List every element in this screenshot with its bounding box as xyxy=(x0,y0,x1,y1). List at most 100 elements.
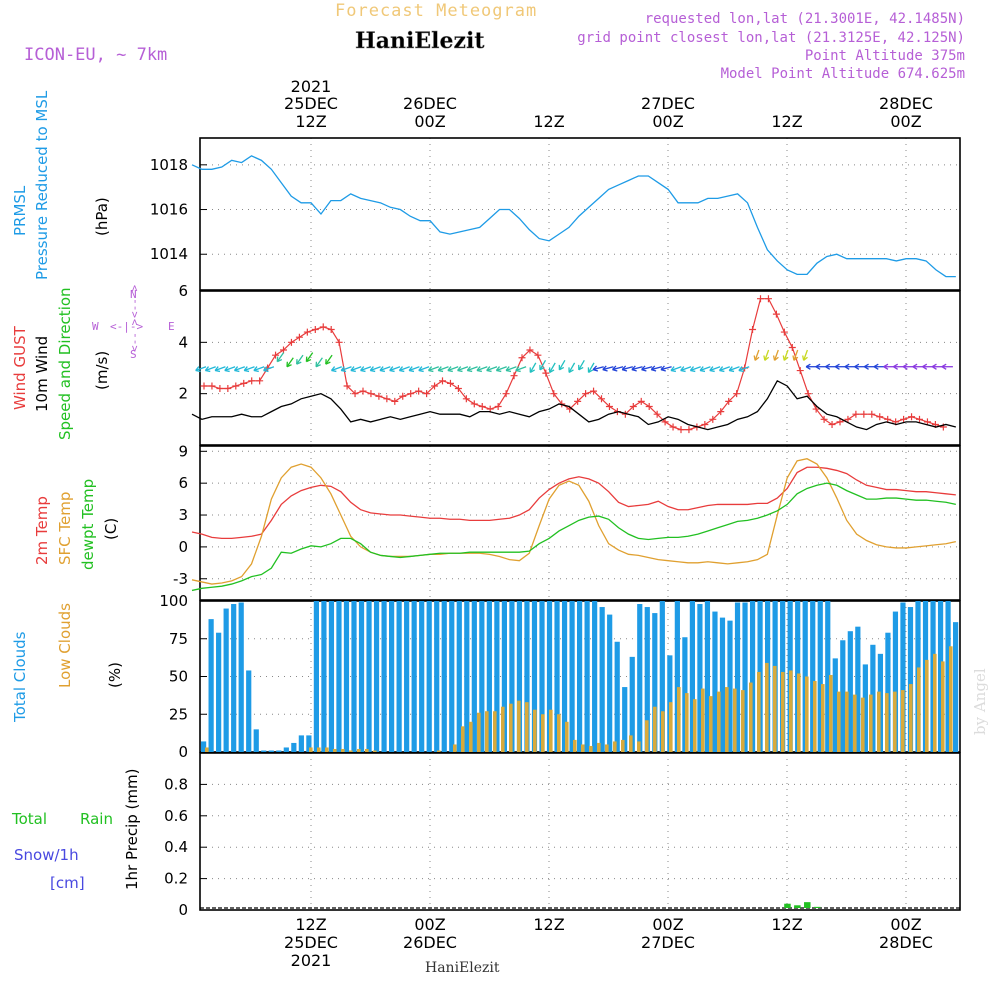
total-cloud-bar xyxy=(208,619,214,752)
y-tick-label: 1018 xyxy=(150,156,188,174)
total-cloud-bar xyxy=(907,607,914,752)
wind-dir-arrowhead xyxy=(330,366,337,373)
wind-dir-arrowhead xyxy=(233,366,240,373)
wind-dir-arrowhead xyxy=(224,366,230,373)
total-cloud-bar xyxy=(404,601,410,752)
p1-label-prmsl: PRMSL xyxy=(11,185,29,236)
bottom-axis-hour: 00Z xyxy=(414,915,445,934)
gust-marker xyxy=(359,387,367,395)
y-tick-label: 2 xyxy=(178,385,188,403)
low-cloud-bar xyxy=(917,667,921,752)
low-cloud-bar xyxy=(821,684,825,752)
bottom-axis-hour: 12Z xyxy=(295,915,326,934)
gust-marker xyxy=(431,382,439,390)
total-cloud-bar xyxy=(870,644,876,752)
total-cloud-bar xyxy=(546,601,553,752)
wind-dir-arrowhead xyxy=(515,366,521,373)
compass-e: E xyxy=(168,320,175,333)
p1-unit: (hPa) xyxy=(93,197,111,236)
y-tick-label: -3 xyxy=(173,570,188,588)
wind-dir-arrowhead xyxy=(815,363,821,370)
gust-marker xyxy=(757,295,764,303)
y-tick-label: 1016 xyxy=(150,201,188,219)
wind-dir-arrowhead xyxy=(195,366,201,373)
sfc-temp-line xyxy=(191,458,956,585)
bottom-axis-hour: 00Z xyxy=(652,915,683,934)
bottom-axis-day: 28DEC xyxy=(879,933,933,952)
low-cloud-bar xyxy=(749,682,753,752)
total-cloud-bar xyxy=(644,607,650,752)
total-cloud-bar xyxy=(953,622,959,752)
wind-dir-arrow xyxy=(529,362,537,373)
wind-dir-arrowhead xyxy=(447,366,453,373)
p2-label-gust: Wind GUST xyxy=(11,325,29,410)
gust-line xyxy=(204,298,944,431)
wind-dir-arrowhead xyxy=(578,364,584,371)
rain-bar xyxy=(794,905,801,908)
y-tick-label: 4 xyxy=(178,333,188,351)
total-cloud-bar xyxy=(727,620,733,752)
wind-dir-arrow xyxy=(195,366,207,372)
wind-dir-arrow xyxy=(709,366,721,372)
gust-marker xyxy=(343,382,351,390)
wind-dir-arrowhead xyxy=(738,366,744,373)
wind-dir-arrow xyxy=(437,366,449,372)
rain-bar xyxy=(804,902,811,908)
low-cloud-bar xyxy=(845,691,849,752)
wind-dir-arrow xyxy=(690,366,701,372)
top-axis-hour: 12Z xyxy=(771,112,802,131)
wind-dir-arrow xyxy=(754,349,760,361)
wind-dir-arrowhead xyxy=(825,363,831,370)
wind-dir-arrow xyxy=(331,366,343,372)
gust-marker xyxy=(637,397,645,405)
total-cloud-bar xyxy=(306,735,312,752)
y-tick-label: 0.6 xyxy=(164,807,188,825)
wind-dir-arrowhead xyxy=(427,366,434,373)
gust-marker xyxy=(478,403,486,410)
low-cloud-bar xyxy=(461,726,465,752)
low-cloud-bar xyxy=(765,662,769,752)
gust-marker xyxy=(908,413,916,421)
gust-marker xyxy=(804,390,812,398)
dewpt-line xyxy=(191,482,956,592)
prmsl-line xyxy=(191,155,956,278)
low-cloud-bar xyxy=(549,709,553,752)
gust-marker xyxy=(820,415,828,423)
low-cloud-bar xyxy=(773,665,777,752)
total-cloud-bar xyxy=(298,735,304,752)
low-cloud-bar xyxy=(829,674,833,752)
wind-dir-arrowhead xyxy=(699,366,706,373)
panel-frame xyxy=(199,290,961,446)
gust-marker xyxy=(208,382,216,390)
wind-dir-arrowhead xyxy=(360,366,366,373)
total-cloud-bar xyxy=(862,664,868,752)
gust-marker xyxy=(470,400,478,408)
low-cloud-bar xyxy=(725,687,729,752)
wind-dir-arrowhead xyxy=(680,366,686,373)
wind-dir-arrow xyxy=(505,366,517,372)
low-cloud-bar xyxy=(357,748,361,752)
total-cloud-bar xyxy=(599,607,605,752)
low-cloud-bar xyxy=(477,712,481,752)
wind-dir-arrow xyxy=(515,366,527,372)
wind-dir-arrowhead xyxy=(587,367,594,373)
gust-marker xyxy=(375,392,383,400)
wind-dir-arrow xyxy=(592,366,604,371)
gust-marker xyxy=(494,403,502,410)
wind-dir-arrow xyxy=(263,366,275,372)
gust-marker xyxy=(582,390,590,398)
wind-dir-arrowhead xyxy=(782,355,789,361)
total-cloud-bar xyxy=(238,602,244,752)
gust-marker xyxy=(590,387,598,395)
y-tick-label: 6 xyxy=(178,474,188,492)
total-cloud-bar xyxy=(652,613,658,752)
total-cloud-bar xyxy=(449,601,455,752)
gust-marker xyxy=(502,390,510,398)
bottom-axis-year: 2021 xyxy=(291,951,332,970)
gust-marker xyxy=(605,403,613,410)
wind-dir-arrowhead xyxy=(641,365,647,372)
low-cloud-bar xyxy=(717,691,721,752)
compass-w: W xyxy=(92,320,99,333)
wind-dir-arrowhead xyxy=(418,366,424,373)
